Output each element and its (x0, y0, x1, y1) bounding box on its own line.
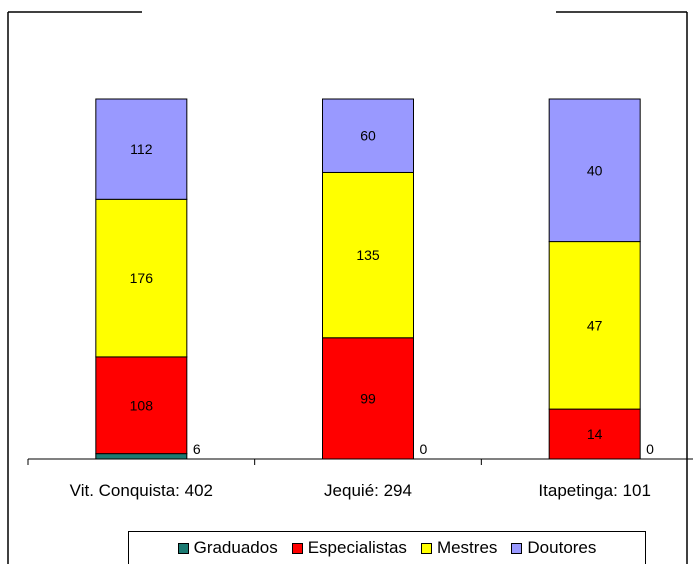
data-label-doutores-0: 112 (130, 141, 153, 157)
legend-label: Graduados (193, 538, 278, 557)
legend: Graduados Especialistas Mestres Doutores (128, 531, 646, 564)
data-label-mestres-2: 47 (587, 317, 603, 333)
x-tick-label-1: Jequié: 294 (324, 481, 412, 500)
data-label-especialistas-2: 14 (587, 426, 603, 442)
x-tick-label-0: Vit. Conquista: 402 (70, 481, 213, 500)
bar-segment-mestres-2 (548, 241, 641, 410)
bar-segment-graduados-0 (95, 453, 188, 460)
data-label-graduados-0: 6 (193, 441, 201, 457)
data-label-especialistas-1: 99 (360, 390, 376, 406)
legend-swatch (420, 542, 432, 554)
legend-label: Especialistas (307, 538, 407, 557)
bars: 6 108 176 112 0 99 135 60 0 14 47 40 (95, 98, 654, 460)
legend-swatch (291, 542, 303, 554)
data-label-doutores-2: 40 (587, 162, 603, 178)
legend-label: Mestres (436, 538, 498, 557)
data-label-doutores-1: 60 (360, 128, 376, 144)
chart-frame (7, 11, 688, 564)
bar-segment-especialistas-1 (322, 337, 414, 460)
data-label-mestres-0: 176 (130, 270, 154, 286)
legend-item-especialistas: Especialistas (291, 538, 407, 558)
data-label-graduados-1: 0 (420, 441, 428, 457)
data-label-mestres-1: 135 (356, 247, 380, 263)
data-label-graduados-2: 0 (646, 441, 654, 457)
legend-label: Doutores (527, 538, 597, 557)
bar-segment-especialistas-0 (95, 356, 188, 455)
legend-swatch (177, 542, 189, 554)
bar-segment-doutores-2 (548, 98, 641, 243)
bar-segment-doutores-1 (322, 98, 414, 173)
bar-segment-doutores-0 (95, 98, 188, 200)
legend-item-doutores: Doutores (511, 538, 596, 558)
legend-item-graduados: Graduados (177, 538, 278, 558)
legend-item-mestres: Mestres (420, 538, 498, 558)
data-label-especialistas-0: 108 (130, 397, 154, 413)
bar-segment-mestres-1 (322, 171, 414, 339)
bar-segment-mestres-0 (95, 198, 188, 358)
x-tick-label-2: Itapetinga: 101 (538, 481, 650, 500)
legend-swatch (511, 542, 523, 554)
x-axis: Vit. Conquista: 402 Jequié: 294 Itapetinga… (27, 458, 693, 500)
bar-segment-especialistas-2 (548, 408, 641, 460)
